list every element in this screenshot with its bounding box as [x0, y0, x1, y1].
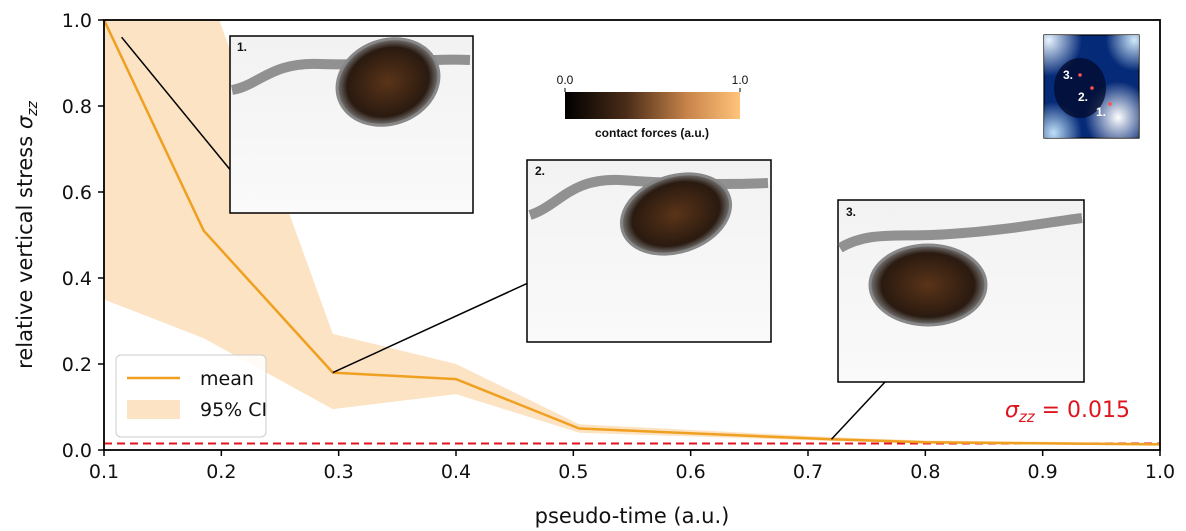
inset-connector-3 — [830, 381, 886, 440]
inset-connector-1 — [121, 36, 233, 173]
inset-2: 2. — [526, 159, 772, 343]
location-map: 3. 2. 1. — [1043, 34, 1140, 139]
y-tick-label: 0.8 — [62, 96, 92, 118]
x-tick-label: 0.9 — [1028, 461, 1058, 483]
map-label-2: 2. — [1078, 90, 1088, 104]
inset-3: 3. — [837, 199, 1085, 383]
y-tick-label: 0.2 — [62, 354, 92, 376]
x-tick-label: 0.2 — [206, 461, 236, 483]
colorbar-title: contact forces (a.u.) — [595, 126, 709, 140]
y-tick-label: 0.4 — [62, 268, 92, 290]
colorbar-min: 0.0 — [557, 73, 574, 87]
map-label-1: 1. — [1096, 105, 1106, 119]
colorbar-max: 1.0 — [732, 73, 749, 87]
x-tick-label: 0.1 — [89, 461, 119, 483]
legend-ci-label: 95% CI — [200, 399, 267, 421]
inset-1: 1. — [229, 35, 474, 214]
y-tick-label: 0.6 — [62, 182, 92, 204]
map-point-1 — [1108, 102, 1112, 106]
x-tick-label: 0.6 — [676, 461, 706, 483]
legend-ci-swatch — [127, 400, 180, 419]
x-tick-label: 0.4 — [441, 461, 471, 483]
legend-mean-label: mean — [200, 368, 254, 390]
inset-2-label: 2. — [535, 164, 545, 178]
ci-band — [104, 20, 1160, 446]
map-label-3: 3. — [1063, 68, 1073, 82]
y-axis-title: relative vertical stress σzz — [13, 101, 41, 369]
x-axis-ticks: 0.1 0.2 0.3 0.4 0.5 0.6 0.7 0.8 0.9 1.0 — [89, 450, 1175, 483]
x-tick-label: 0.3 — [324, 461, 354, 483]
y-tick-label: 1.0 — [62, 10, 92, 32]
inset-1-label: 1. — [237, 40, 247, 54]
x-axis-title: pseudo-time (a.u.) — [535, 504, 730, 528]
axes-frame — [103, 19, 1161, 451]
x-tick-label: 0.8 — [910, 461, 940, 483]
inset-3-label: 3. — [846, 205, 856, 219]
plot-area — [104, 20, 1160, 446]
map-point-3 — [1078, 73, 1082, 77]
x-tick-label: 0.5 — [558, 461, 588, 483]
y-axis-ticks: 0.0 0.2 0.4 0.6 0.8 1.0 — [62, 10, 104, 462]
map-point-2 — [1090, 86, 1094, 90]
threshold-label: σzz = 0.015 — [1005, 398, 1130, 426]
y-tick-label: 0.0 — [62, 440, 92, 462]
colorbar: 0.0 1.0 contact forces (a.u.) — [557, 73, 749, 140]
x-tick-label: 1.0 — [1145, 461, 1175, 483]
legend: mean 95% CI — [115, 354, 267, 438]
x-tick-label: 0.7 — [793, 461, 823, 483]
mean-line — [104, 20, 1160, 446]
colorbar-gradient — [565, 92, 740, 119]
